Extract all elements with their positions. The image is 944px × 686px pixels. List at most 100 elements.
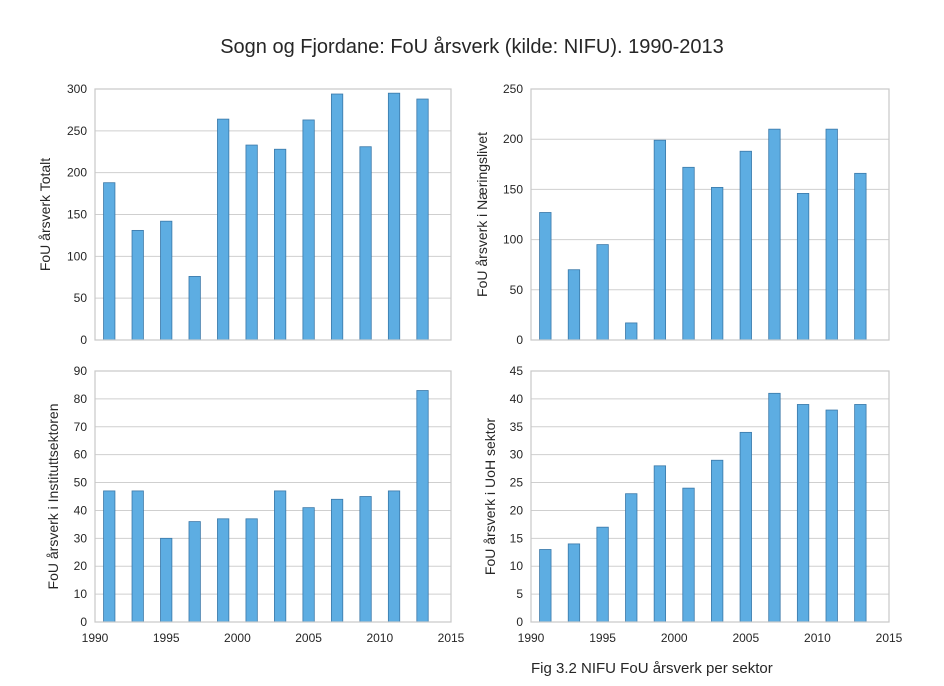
bar: [596, 244, 609, 341]
bar: [596, 526, 609, 623]
y-axis-label: FoU årsverk i Instituttsektoren: [45, 404, 61, 590]
y-tick-label: 15: [510, 531, 524, 545]
bar: [768, 392, 781, 623]
bar: [625, 322, 638, 341]
bar: [653, 139, 667, 341]
plot-frame: [530, 370, 890, 623]
y-tick-label: 50: [74, 291, 88, 305]
bar: [796, 404, 810, 623]
y-axis-label: FoU årsverk i UoH sektor: [482, 418, 498, 575]
y-tick-label: 100: [503, 233, 523, 247]
bar: [739, 431, 752, 623]
bar: [539, 212, 552, 341]
bar: [682, 487, 695, 623]
subplot-totalt: 0 50 100 150 200 250 300 FoU årsverk Totalt: [37, 82, 452, 347]
bar: [854, 172, 867, 341]
bar: [330, 93, 344, 341]
y-tick-label: 60: [74, 448, 88, 462]
bar: [625, 493, 638, 623]
bar: [359, 146, 372, 341]
y-tick-label: 200: [67, 166, 87, 180]
y-tick-label: 150: [67, 208, 87, 222]
x-tick-label: 2000: [224, 631, 251, 645]
y-tick-label: 0: [80, 333, 87, 347]
y-tick-label: 300: [67, 82, 87, 96]
bar: [188, 521, 201, 623]
y-tick-label: 80: [74, 392, 88, 406]
y-tick-label: 10: [74, 587, 88, 601]
y-tick-label: 70: [74, 420, 88, 434]
y-tick-label: 30: [74, 531, 88, 545]
y-tick-label: 35: [510, 420, 524, 434]
bar: [682, 166, 695, 341]
x-tick-label: 1995: [153, 631, 180, 645]
bar: [131, 490, 144, 623]
bar: [539, 549, 552, 623]
bar: [245, 144, 258, 341]
x-tick-label: 2015: [876, 631, 903, 645]
bar: [217, 518, 230, 623]
x-tick-label: 1990: [518, 631, 545, 645]
bar: [739, 150, 752, 341]
bar: [302, 507, 315, 623]
bar: [768, 128, 781, 341]
x-tick-label: 2000: [661, 631, 688, 645]
chart-title: Sogn og Fjordane: FoU årsverk (kilde: NI…: [220, 36, 724, 58]
y-tick-label: 200: [503, 132, 523, 146]
bar: [217, 118, 230, 341]
y-tick-label: 90: [74, 364, 88, 378]
bar: [825, 128, 838, 341]
y-axis-label: FoU årsverk Totalt: [37, 158, 53, 271]
y-tick-label: 10: [510, 559, 524, 573]
y-tick-label: 30: [510, 448, 524, 462]
subplot-uoh-sektor: 0 5 10 15 20 25 30 35 40 45 1990 1995 2000 2005 2010 20…: [482, 364, 903, 645]
y-tick-label: 150: [503, 182, 523, 196]
plot-frame: [94, 370, 452, 623]
bar: [359, 496, 372, 623]
bar: [711, 459, 724, 623]
y-axis-label: FoU årsverk i Næringslivet: [474, 132, 490, 297]
bar: [103, 182, 116, 341]
subplot-instituttsektoren: 0 10 20 30 40 50 60 70 80 90 1990 1995 2000 2005 2010 2…: [45, 364, 465, 645]
plot-frame: [530, 88, 890, 341]
y-tick-label: 50: [74, 476, 88, 490]
y-tick-label: 40: [74, 503, 88, 517]
bar: [274, 490, 287, 623]
x-tick-label: 2010: [366, 631, 393, 645]
y-tick-label: 45: [510, 364, 524, 378]
bar: [188, 276, 201, 341]
y-tick-label: 0: [80, 615, 87, 629]
y-tick-label: 20: [74, 559, 88, 573]
bar: [330, 498, 344, 623]
x-tick-label: 1995: [589, 631, 616, 645]
bar: [160, 220, 173, 341]
x-tick-label: 2005: [732, 631, 759, 645]
y-tick-label: 0: [516, 333, 523, 347]
bar: [567, 269, 581, 341]
bar: [416, 98, 429, 341]
bar: [131, 229, 144, 341]
x-tick-label: 2005: [295, 631, 322, 645]
x-tick-label: 2010: [804, 631, 831, 645]
bar: [416, 390, 429, 623]
y-tick-label: 25: [510, 476, 524, 490]
y-tick-label: 40: [510, 392, 524, 406]
y-tick-label: 0: [516, 615, 523, 629]
y-tick-label: 250: [503, 82, 523, 96]
y-tick-label: 250: [67, 124, 87, 138]
bar: [103, 490, 116, 623]
bar: [796, 193, 810, 341]
bar: [387, 92, 401, 341]
y-tick-label: 100: [67, 249, 87, 263]
bar: [245, 518, 258, 623]
subplot-naeringslivet: 0 50 100 150 200 250 FoU årsverk i Næringslive…: [474, 82, 890, 347]
bar: [302, 119, 315, 341]
bar: [653, 465, 667, 623]
plot-frame: [94, 88, 452, 341]
figure-caption: Fig 3.2 NIFU FoU årsverk per sektor: [531, 660, 773, 677]
bar: [825, 409, 838, 623]
x-tick-label: 1990: [82, 631, 109, 645]
y-tick-label: 20: [510, 503, 524, 517]
y-tick-label: 50: [510, 283, 524, 297]
